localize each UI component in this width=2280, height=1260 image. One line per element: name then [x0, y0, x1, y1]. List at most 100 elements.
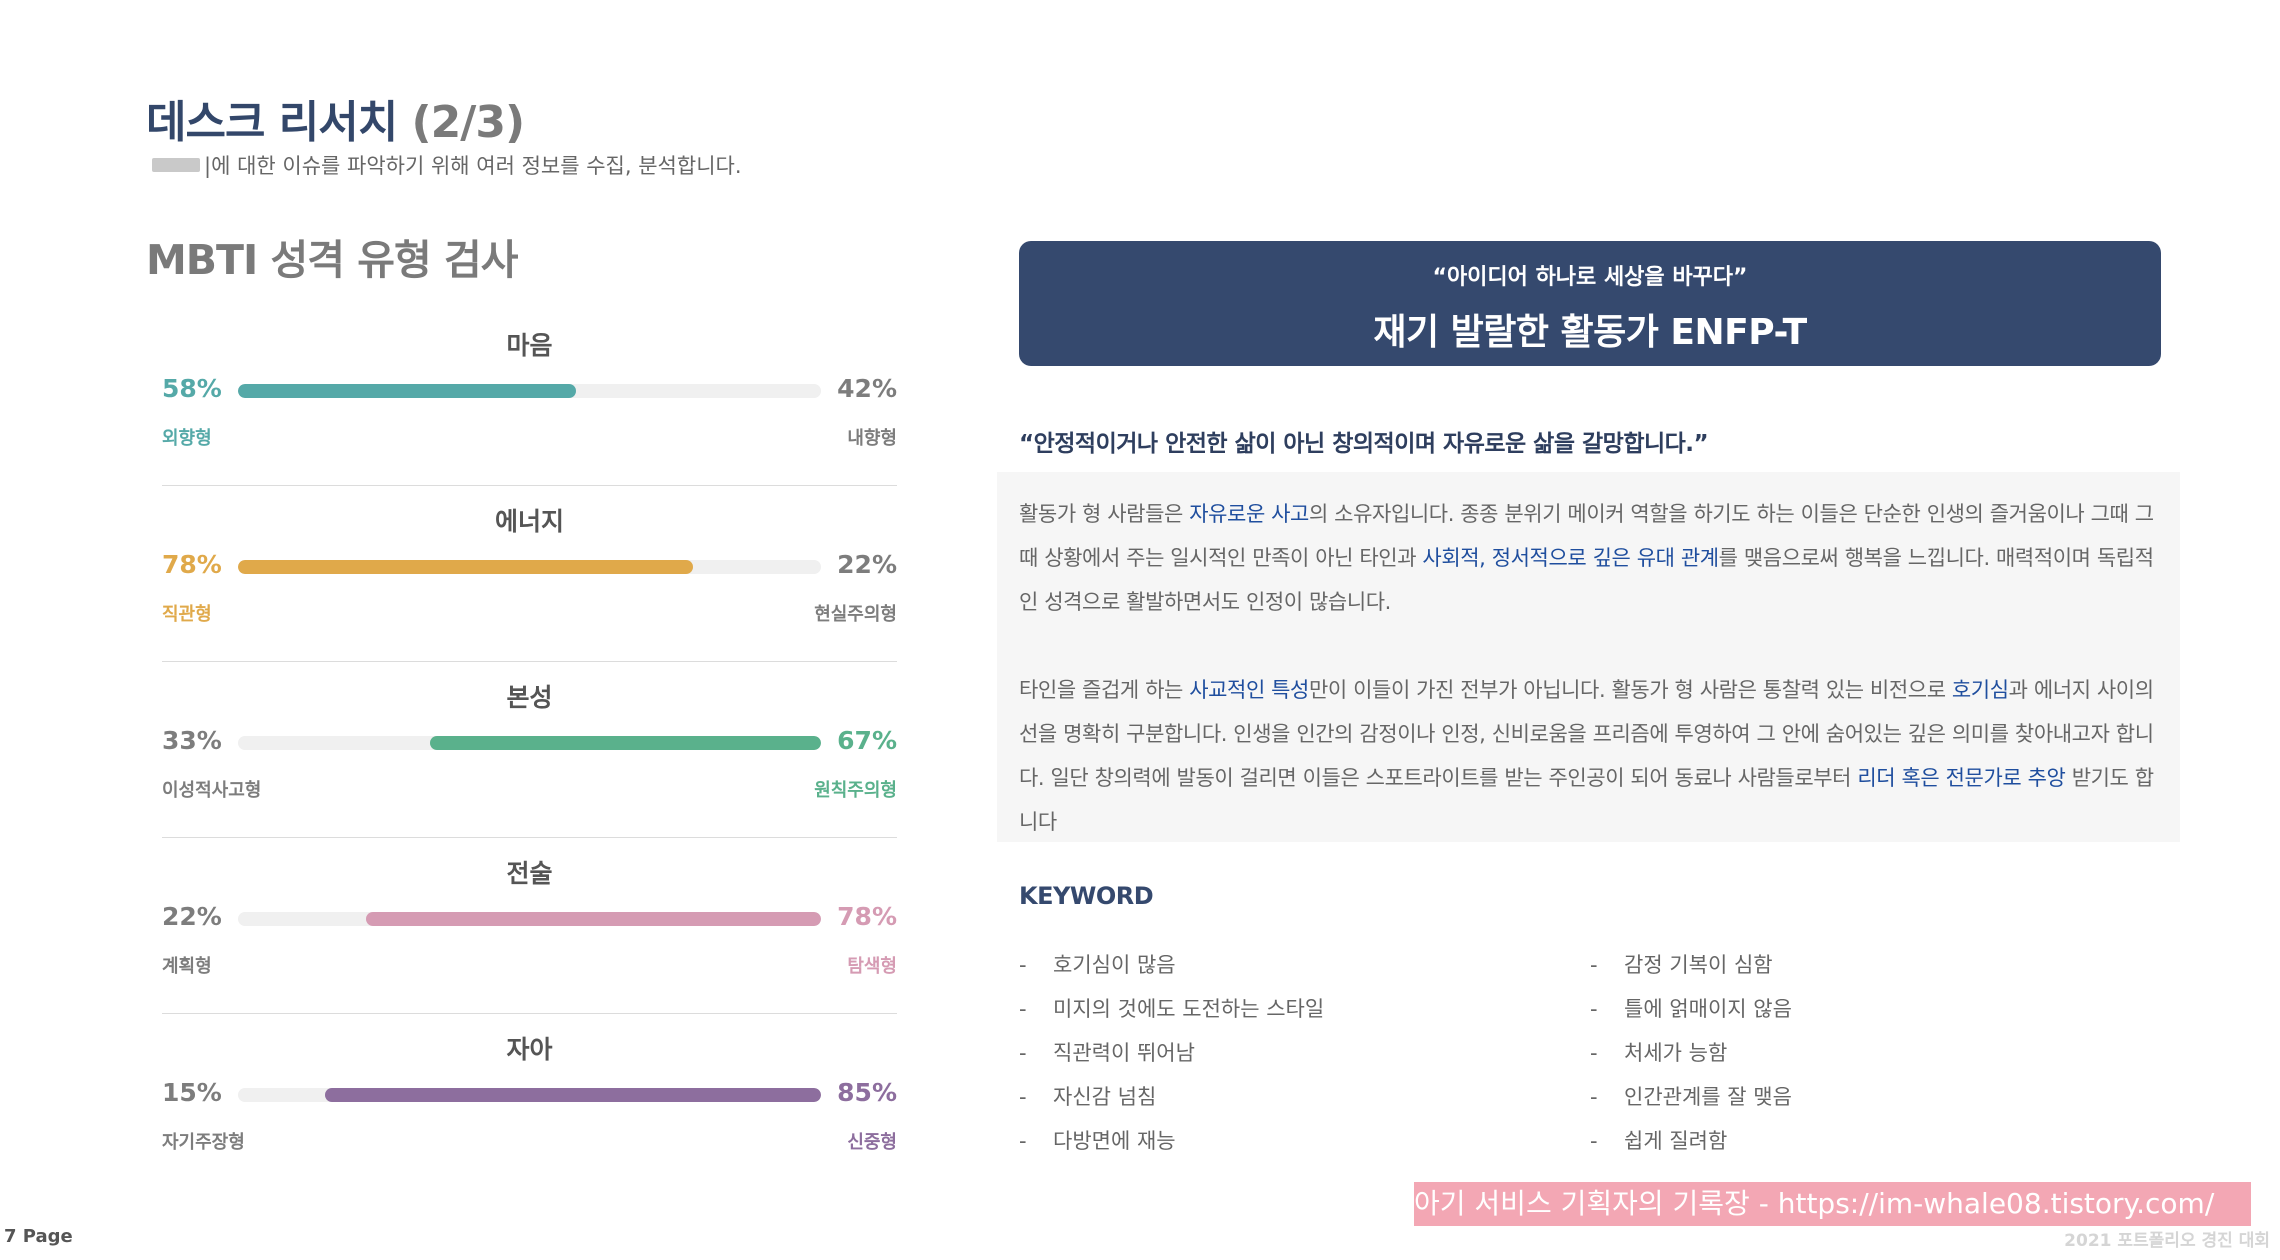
trait-bar-track [238, 560, 821, 574]
page-description: |에 대한 이슈를 파악하기 위해 여러 정보를 수집, 분석합니다. [152, 150, 742, 180]
trait-bar-fill [430, 736, 821, 750]
trait-right-label: 내향형 [847, 428, 897, 449]
page-title-main: 데스크 리서치 [146, 97, 398, 148]
keyword-text: 인간관계를 잘 맺음 [1624, 1085, 1792, 1109]
highlight-text: 리더 혹은 전문가로 추앙 [1857, 766, 2066, 790]
mbti-trait-row: 자아 15% 85% 자기주장형 신중형 [162, 1022, 897, 1198]
keyword-item: - 호기심이 많음 [1019, 950, 1324, 994]
keyword-text: 다방면에 재능 [1053, 1129, 1176, 1153]
trait-bar-track [238, 912, 821, 926]
text-span: 받기도 합니다 [1019, 766, 2154, 834]
keyword-list-right: - 감정 기복이 심함 - 틀에 얽매이지 않음 - 처세가 능함 - 인간관계를 잘 맺음 -… [1590, 950, 1792, 1170]
dash-bullet: - [1019, 1041, 1027, 1065]
trait-bar-track [238, 384, 821, 398]
highlight-text: 사교적인 특성 [1189, 678, 1309, 702]
keyword-text: 자신감 넘침 [1053, 1085, 1157, 1109]
trait-right-label: 신중형 [847, 1132, 897, 1153]
mbti-trait-row: 본성 33% 67% 이성적사고형 원칙주의형 [162, 670, 897, 846]
banner-quote: “아이디어 하나로 세상을 바꾸다” [1432, 265, 1748, 290]
dash-bullet: - [1590, 1085, 1598, 1109]
trait-bar-track [238, 736, 821, 750]
keyword-item: - 미지의 것에도 도전하는 스타일 [1019, 994, 1324, 1038]
keyword-text: 감정 기복이 심함 [1624, 953, 1773, 977]
trait-right-label: 탐색형 [847, 956, 897, 977]
trait-bar-track [238, 1088, 821, 1102]
mbti-trait-row: 마음 58% 42% 외향형 내향형 [162, 318, 897, 494]
keyword-item: - 인간관계를 잘 맺음 [1590, 1082, 1792, 1126]
trait-left-label: 계획형 [162, 956, 212, 977]
trait-left-percent: 33% [162, 726, 222, 755]
dash-bullet: - [1590, 1041, 1598, 1065]
mbti-section-title: MBTI 성격 유형 검사 [146, 236, 518, 284]
trait-right-percent: 67% [837, 726, 897, 755]
trait-name: 에너지 [494, 507, 564, 536]
personality-type-name: 재기 발랄한 활동가 ENFP-T [1373, 312, 1807, 353]
keyword-item: - 자신감 넘침 [1019, 1082, 1324, 1126]
dash-bullet: - [1019, 1085, 1027, 1109]
trait-left-percent: 58% [162, 374, 222, 403]
keyword-text: 미지의 것에도 도전하는 스타일 [1053, 997, 1325, 1021]
trait-right-label: 현실주의형 [814, 604, 897, 625]
dash-bullet: - [1590, 953, 1598, 977]
keyword-text: 처세가 능함 [1624, 1041, 1728, 1065]
text-span: 활동가 형 사람들은 [1019, 502, 1190, 526]
trait-bar-fill [238, 560, 693, 574]
trait-right-percent: 78% [837, 902, 897, 931]
keyword-text: 호기심이 많음 [1053, 953, 1176, 977]
highlight-text: 호기심 [1951, 678, 2009, 702]
trait-bar-fill [366, 912, 821, 926]
description-paragraph-1: 활동가 형 사람들은 자유로운 사고의 소유자입니다. 종종 분위기 메이커 역… [1019, 492, 2160, 624]
trait-left-label: 외향형 [162, 428, 212, 449]
keyword-item: - 쉽게 질려함 [1590, 1126, 1792, 1170]
page-number: 7 Page [4, 1226, 73, 1247]
text-span: 를 맺음으로써 행복을 느낍니다. 매력적이며 독립적인 성격으로 활발하면서도… [1019, 546, 2154, 614]
page-title: 데스크 리서치 (2/3) [146, 86, 526, 150]
description-paragraph-2: 타인을 즐겁게 하는 사교적인 특성만이 이들이 가진 전부가 아닙니다. 활동… [1019, 668, 2160, 844]
mbti-trait-row: 전술 22% 78% 계획형 탐색형 [162, 846, 897, 1022]
dash-bullet: - [1590, 997, 1598, 1021]
dash-bullet: - [1019, 997, 1027, 1021]
keyword-item: - 직관력이 뛰어남 [1019, 1038, 1324, 1082]
personality-banner: “아이디어 하나로 세상을 바꾸다” 재기 발랄한 활동가 ENFP-T [1019, 241, 2161, 366]
description-quote: “안정적이거나 안전한 삶이 아닌 창의적이며 자유로운 삶을 갈망합니다.” [1019, 431, 1709, 457]
trait-left-percent: 22% [162, 902, 222, 931]
keyword-item: - 처세가 능함 [1590, 1038, 1792, 1082]
text-span: 타인을 즐겁게 하는 [1019, 678, 1190, 702]
trait-left-percent: 78% [162, 550, 222, 579]
trait-name: 마음 [506, 331, 553, 360]
trait-right-percent: 22% [837, 550, 897, 579]
highlight-text: 사회적, 정서적으로 깊은 유대 관계 [1422, 546, 1719, 570]
trait-left-percent: 15% [162, 1078, 222, 1107]
keyword-text: 틀에 얽매이지 않음 [1624, 997, 1792, 1021]
keyword-text: 쉽게 질려함 [1624, 1129, 1728, 1153]
trait-bar-fill [238, 384, 577, 398]
dash-bullet: - [1590, 1129, 1598, 1153]
trait-left-label: 직관형 [162, 604, 212, 625]
keyword-list-left: - 호기심이 많음 - 미지의 것에도 도전하는 스타일 - 직관력이 뛰어남 - 자신감 넘… [1019, 950, 1324, 1170]
trait-bar-fill [325, 1088, 821, 1102]
trait-right-label: 원칙주의형 [814, 780, 897, 801]
highlight-text: 자유로운 사고 [1189, 502, 1309, 526]
trait-right-percent: 42% [837, 374, 897, 403]
keyword-title: KEYWORD [1019, 882, 1154, 910]
page-title-sub: (2/3) [411, 97, 526, 148]
mbti-trait-row: 에너지 78% 22% 직관형 현실주의형 [162, 494, 897, 670]
keyword-item: - 틀에 얽매이지 않음 [1590, 994, 1792, 1038]
description-box: 활동가 형 사람들은 자유로운 사고의 소유자입니다. 종종 분위기 메이커 역… [997, 472, 2180, 842]
redacted-placeholder [152, 158, 200, 172]
trait-name: 본성 [506, 683, 553, 712]
text-span: 과 에너지 사이의 선을 명확히 구분합니다. 인생을 인간의 감정이나 인정,… [1019, 678, 2154, 790]
trait-left-label: 이성적사고형 [162, 780, 262, 801]
dash-bullet: - [1019, 1129, 1027, 1153]
trait-name: 자아 [506, 1035, 553, 1064]
keyword-item: - 감정 기복이 심함 [1590, 950, 1792, 994]
trait-right-percent: 85% [837, 1078, 897, 1107]
dash-bullet: - [1019, 953, 1027, 977]
page-description-text: |에 대한 이슈를 파악하기 위해 여러 정보를 수집, 분석합니다. [204, 154, 742, 178]
text-span: 의 소유자입니다. 종종 분위기 메이커 역할을 하기도 하는 이들은 단순한 … [1019, 502, 2154, 570]
keyword-text: 직관력이 뛰어남 [1053, 1041, 1195, 1065]
contest-label: 2021 포트폴리오 경진 대회 [2064, 1231, 2270, 1251]
watermark-banner: 아기 서비스 기획자의 기록장 - https://im-whale08.tis… [1414, 1182, 2251, 1226]
keyword-item: - 다방면에 재능 [1019, 1126, 1324, 1170]
